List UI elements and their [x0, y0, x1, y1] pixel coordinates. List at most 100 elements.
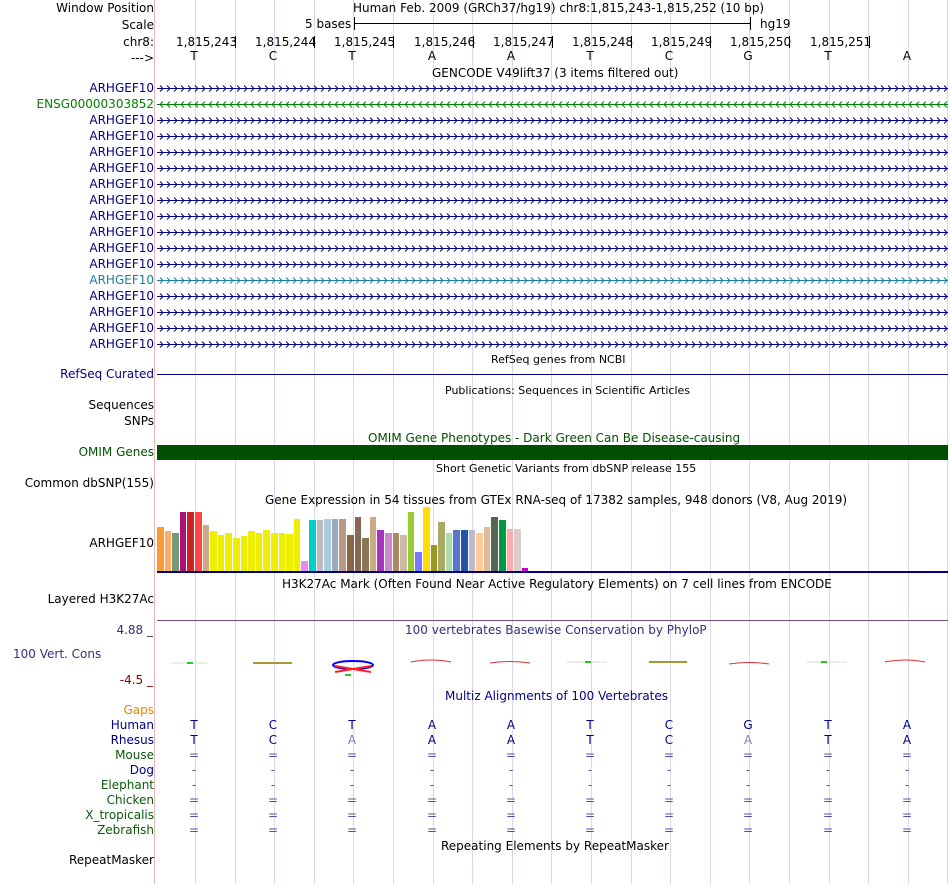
gtex-tissue-bar[interactable]: [506, 529, 514, 571]
gtex-tissue-bar[interactable]: [407, 512, 415, 571]
gtex-tissue-bar[interactable]: [377, 530, 384, 571]
gencode-gene-label[interactable]: ARHGEF10: [89, 241, 154, 255]
dbsnp-track-label[interactable]: Common dbSNP(155): [24, 476, 154, 490]
multiz-species-label[interactable]: Elephant: [100, 778, 154, 792]
gencode-gene-track-line[interactable]: [157, 228, 948, 237]
gtex-tissue-bar[interactable]: [233, 538, 240, 571]
gtex-tissue-bar[interactable]: [423, 507, 430, 571]
gencode-gene-track-line[interactable]: [157, 116, 948, 125]
gencode-gene-track-line[interactable]: [157, 132, 948, 141]
refseq-gene-line[interactable]: [157, 374, 948, 375]
gencode-gene-track-line[interactable]: [157, 324, 948, 333]
gtex-tissue-bar[interactable]: [225, 533, 232, 571]
repeatmasker-track-label[interactable]: RepeatMasker: [68, 853, 154, 867]
multiz-species-label[interactable]: Mouse: [115, 748, 154, 762]
gencode-gene-label[interactable]: ARHGEF10: [89, 193, 154, 207]
gencode-gene-label[interactable]: ENSG00000303852: [36, 97, 154, 111]
gtex-tissue-bar[interactable]: [392, 533, 400, 571]
phylop-track-label[interactable]: 100 Vert. Cons: [13, 647, 102, 661]
snps-track-label[interactable]: SNPs: [124, 414, 154, 428]
gtex-tissue-bar[interactable]: [354, 517, 362, 571]
gtex-tissue-bar[interactable]: [453, 530, 460, 571]
multiz-species-label[interactable]: Zebrafish: [97, 823, 154, 837]
gtex-tissue-bar[interactable]: [430, 545, 438, 571]
gtex-tissue-bar[interactable]: [172, 533, 179, 571]
omim-gene-bar[interactable]: [157, 445, 948, 460]
gtex-tissue-bar[interactable]: [248, 531, 255, 571]
gtex-tissue-bar[interactable]: [271, 533, 278, 571]
gtex-tissue-bar[interactable]: [179, 512, 187, 571]
gencode-gene-track-line[interactable]: [157, 196, 948, 205]
gtex-tissue-bar[interactable]: [324, 519, 331, 571]
gtex-tissue-bar[interactable]: [521, 568, 529, 571]
multiz-species-label[interactable]: X_tropicalis: [85, 808, 154, 822]
gencode-gene-track-line[interactable]: [157, 100, 948, 109]
gtex-tissue-bar[interactable]: [385, 533, 392, 571]
gencode-gene-track-line[interactable]: [157, 340, 948, 349]
gencode-gene-label[interactable]: ARHGEF10: [89, 289, 154, 303]
refseq-track-label[interactable]: RefSeq Curated: [60, 367, 154, 381]
gencode-gene-track-line[interactable]: [157, 308, 948, 317]
gtex-tissue-bar[interactable]: [240, 536, 248, 571]
gencode-gene-label[interactable]: ARHGEF10: [89, 113, 154, 127]
multiz-species-label[interactable]: Dog: [129, 763, 154, 777]
gtex-tissue-bar[interactable]: [202, 525, 210, 571]
gencode-gene-label[interactable]: ARHGEF10: [89, 177, 154, 191]
gtex-tissue-bar[interactable]: [286, 534, 293, 571]
phylop-conservation-plot[interactable]: [157, 650, 948, 680]
gtex-tissue-bar[interactable]: [514, 529, 521, 571]
gtex-tissue-bar[interactable]: [255, 533, 263, 571]
multiz-gaps-label[interactable]: Gaps: [123, 703, 154, 717]
gencode-gene-track-line[interactable]: [157, 260, 948, 269]
omim-track-label[interactable]: OMIM Genes: [78, 445, 154, 459]
gencode-gene-track-line[interactable]: [157, 292, 948, 301]
gencode-gene-track-line[interactable]: [157, 164, 948, 173]
gencode-gene-label[interactable]: ARHGEF10: [89, 129, 154, 143]
gencode-gene-track-line[interactable]: [157, 244, 948, 253]
gencode-gene-track-line[interactable]: [157, 276, 948, 285]
gencode-gene-label[interactable]: ARHGEF10: [89, 257, 154, 271]
gtex-tissue-bar[interactable]: [195, 512, 202, 571]
sequences-track-label[interactable]: Sequences: [88, 398, 154, 412]
gencode-gene-track-line[interactable]: [157, 212, 948, 221]
gtex-track-label[interactable]: ARHGEF10: [89, 536, 154, 550]
multiz-species-label[interactable]: Chicken: [106, 793, 154, 807]
gtex-tissue-bar[interactable]: [316, 520, 324, 571]
gtex-tissue-bar[interactable]: [263, 530, 270, 571]
gtex-tissue-bar[interactable]: [187, 512, 194, 571]
gencode-gene-label[interactable]: ARHGEF10: [89, 81, 154, 95]
gtex-tissue-bar[interactable]: [164, 531, 172, 571]
gtex-tissue-bar[interactable]: [499, 520, 506, 571]
gtex-tissue-bar[interactable]: [461, 530, 468, 571]
gencode-gene-label[interactable]: ARHGEF10: [89, 321, 154, 335]
gencode-gene-label[interactable]: ARHGEF10: [89, 337, 154, 351]
gtex-tissue-bar[interactable]: [445, 533, 453, 571]
gencode-gene-track-line[interactable]: [157, 148, 948, 157]
gtex-tissue-bar[interactable]: [491, 517, 498, 571]
gtex-tissue-bar[interactable]: [468, 530, 476, 571]
gtex-tissue-bar[interactable]: [369, 517, 377, 571]
gencode-gene-track-line[interactable]: [157, 180, 948, 189]
gencode-gene-label[interactable]: ARHGEF10: [89, 145, 154, 159]
strand-toggle[interactable]: --->: [130, 51, 154, 65]
gtex-tissue-bar[interactable]: [400, 535, 407, 571]
gencode-gene-label[interactable]: ARHGEF10: [89, 273, 154, 287]
multiz-species-label[interactable]: Human: [110, 718, 154, 732]
multiz-species-label[interactable]: Rhesus: [110, 733, 154, 747]
gtex-tissue-bar[interactable]: [210, 531, 217, 571]
gencode-gene-label[interactable]: ARHGEF10: [89, 209, 154, 223]
gtex-tissue-bar[interactable]: [293, 519, 301, 571]
gtex-tissue-bar[interactable]: [347, 535, 354, 571]
gtex-tissue-bar[interactable]: [301, 561, 308, 571]
gtex-tissue-bar[interactable]: [438, 522, 445, 571]
gtex-tissue-bar[interactable]: [331, 519, 339, 571]
gtex-tissue-bar[interactable]: [278, 533, 286, 571]
gtex-tissue-bar[interactable]: [362, 538, 369, 571]
gtex-tissue-bar[interactable]: [309, 520, 316, 571]
h3k27ac-track-label[interactable]: Layered H3K27Ac: [47, 592, 154, 606]
gtex-tissue-bar[interactable]: [483, 527, 491, 571]
gtex-expression-chart[interactable]: [157, 507, 537, 571]
gencode-gene-track-line[interactable]: [157, 84, 948, 93]
gtex-tissue-bar[interactable]: [476, 533, 483, 571]
gtex-tissue-bar[interactable]: [217, 535, 225, 571]
